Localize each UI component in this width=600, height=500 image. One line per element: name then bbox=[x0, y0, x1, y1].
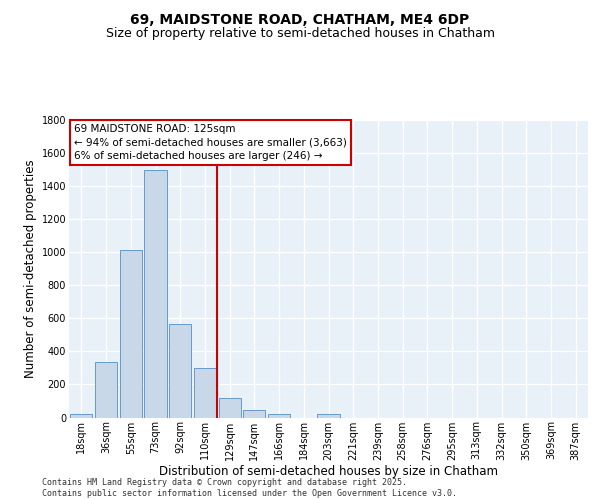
Text: Contains HM Land Registry data © Crown copyright and database right 2025.
Contai: Contains HM Land Registry data © Crown c… bbox=[42, 478, 457, 498]
Bar bbox=[169, 324, 191, 418]
Bar bbox=[194, 368, 216, 418]
Bar bbox=[218, 398, 241, 417]
Bar bbox=[268, 414, 290, 418]
Bar bbox=[243, 410, 265, 418]
Text: 69 MAIDSTONE ROAD: 125sqm
← 94% of semi-detached houses are smaller (3,663)
6% o: 69 MAIDSTONE ROAD: 125sqm ← 94% of semi-… bbox=[74, 124, 347, 161]
X-axis label: Distribution of semi-detached houses by size in Chatham: Distribution of semi-detached houses by … bbox=[159, 465, 498, 478]
Bar bbox=[70, 414, 92, 418]
Bar bbox=[95, 362, 117, 418]
Text: Size of property relative to semi-detached houses in Chatham: Size of property relative to semi-detach… bbox=[106, 28, 494, 40]
Bar bbox=[317, 414, 340, 418]
Bar bbox=[145, 170, 167, 418]
Y-axis label: Number of semi-detached properties: Number of semi-detached properties bbox=[25, 160, 37, 378]
Text: 69, MAIDSTONE ROAD, CHATHAM, ME4 6DP: 69, MAIDSTONE ROAD, CHATHAM, ME4 6DP bbox=[130, 12, 470, 26]
Bar bbox=[119, 250, 142, 418]
